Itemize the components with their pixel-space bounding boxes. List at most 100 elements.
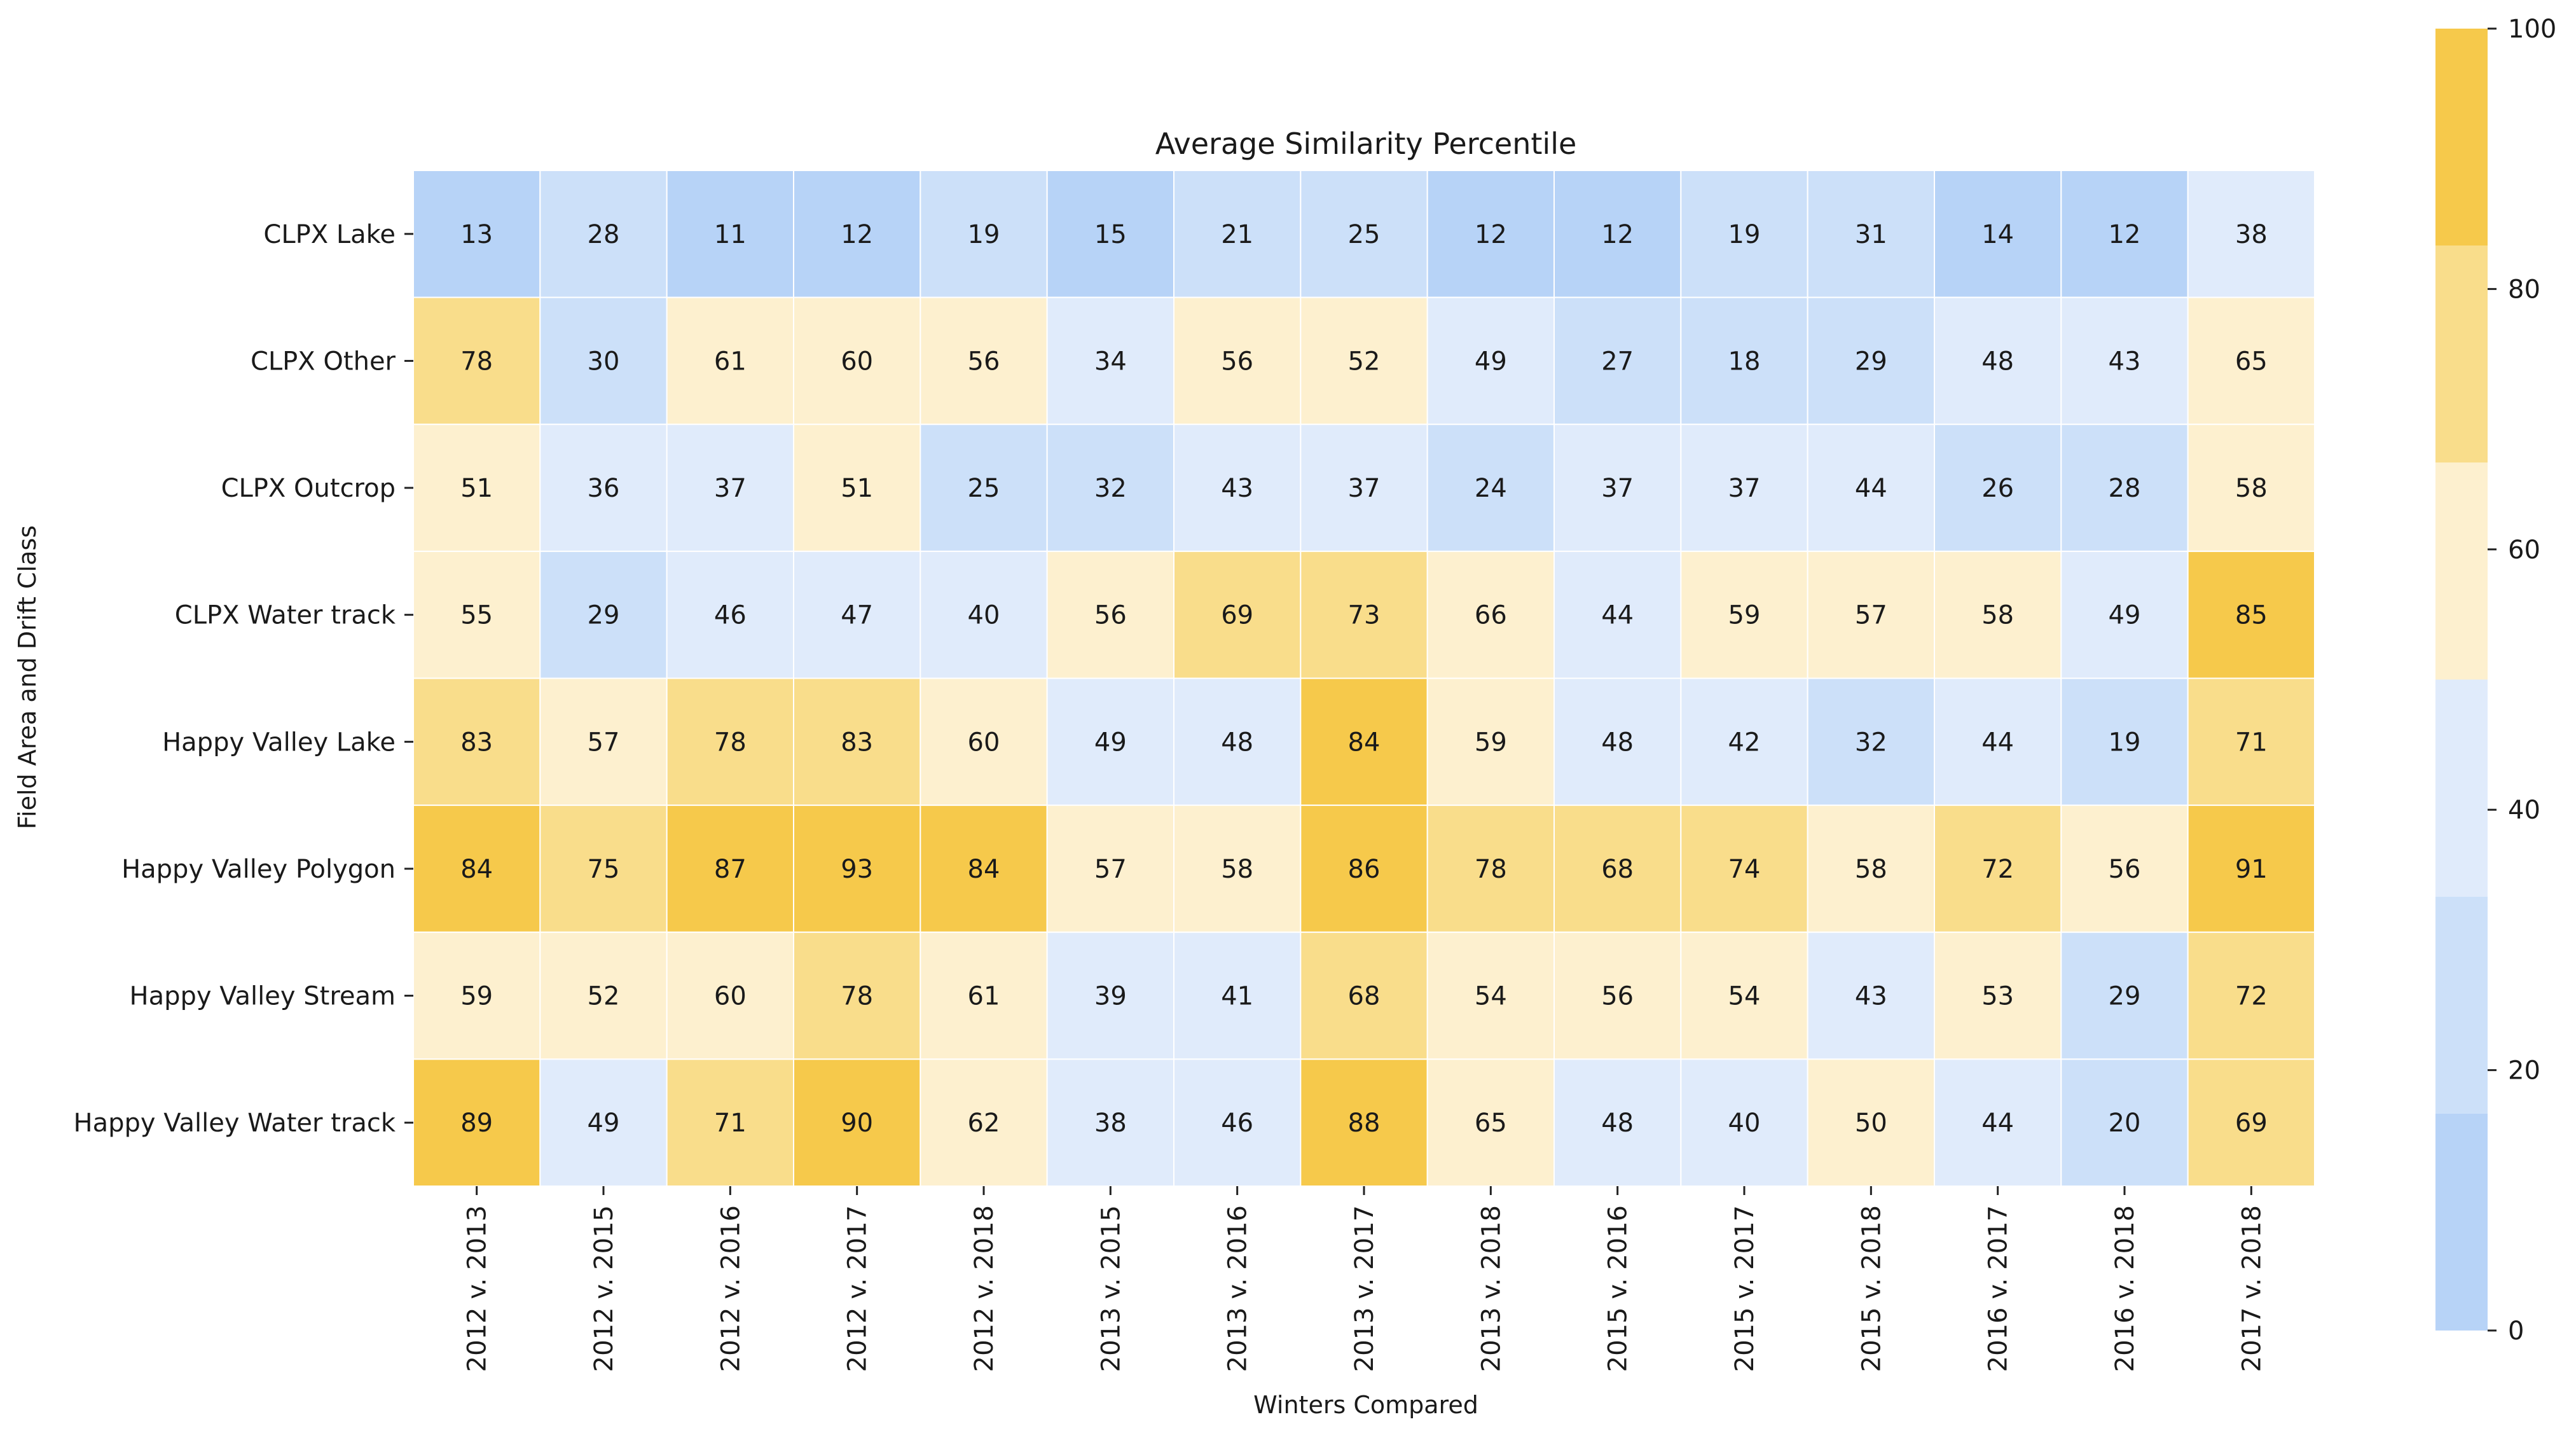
heatmap-cell-value: 42	[1728, 728, 1761, 757]
heatmap-cell	[2060, 1058, 2189, 1187]
heatmap-cell-value: 52	[588, 982, 620, 1011]
heatmap-cell-value: 87	[714, 855, 747, 884]
heatmap-cell	[1680, 1058, 1808, 1187]
heatmap-cell	[413, 1058, 541, 1187]
heatmap-cell-value: 66	[1475, 601, 1507, 630]
heatmap-cell-value: 57	[1855, 601, 1887, 630]
heatmap-cell	[1680, 550, 1808, 679]
heatmap-cell-value: 56	[1094, 601, 1127, 630]
heatmap-cell-value: 34	[1094, 347, 1127, 376]
colorbar-segment	[2435, 1113, 2488, 1331]
heatmap-cell-value: 44	[1981, 728, 2014, 757]
heatmap-cell	[413, 424, 541, 552]
heatmap-cell	[666, 170, 794, 298]
colorbar-tick-label: 100	[2508, 15, 2556, 44]
heatmap-cell-value: 11	[714, 220, 747, 249]
heatmap-cell	[1807, 805, 1936, 933]
heatmap-cell	[920, 550, 1048, 679]
heatmap-cell-value: 21	[1221, 220, 1253, 249]
heatmap-cell-value: 71	[2235, 728, 2268, 757]
heatmap-cell-value: 72	[1981, 855, 2014, 884]
heatmap-cell-value: 24	[1475, 474, 1507, 503]
heatmap-cell	[539, 550, 668, 679]
colorbar-tick-label: 60	[2508, 536, 2540, 565]
x-tick-label: 2012 v. 2015	[589, 1205, 619, 1372]
heatmap-cell	[1807, 170, 1936, 298]
heatmap-cell	[1553, 677, 1682, 806]
colorbar-tick-label: 20	[2508, 1056, 2540, 1086]
x-tick-label: 2013 v. 2018	[1477, 1205, 1506, 1372]
heatmap-cell	[1046, 805, 1174, 933]
heatmap-cell	[1173, 296, 1302, 425]
heatmap-cell-value: 12	[1475, 220, 1507, 249]
heatmap-cell-value: 56	[1601, 982, 1634, 1011]
heatmap-cell	[1807, 550, 1936, 679]
heatmap-cell	[1046, 296, 1174, 425]
heatmap-cell	[1934, 1058, 2062, 1187]
heatmap-cell	[1300, 296, 1428, 425]
heatmap-cell	[793, 296, 921, 425]
heatmap-cell	[1300, 931, 1428, 1060]
y-tick-label: Happy Valley Lake	[162, 728, 396, 757]
heatmap-cell-value: 68	[1601, 855, 1634, 884]
heatmap-cell	[1553, 424, 1682, 552]
heatmap-cell	[1934, 677, 2062, 806]
heatmap-cell-value: 49	[1094, 728, 1127, 757]
heatmap-cell-value: 12	[1601, 220, 1634, 249]
heatmap-cell	[1807, 931, 1936, 1060]
heatmap-cell	[1934, 296, 2062, 425]
heatmap-cell-value: 83	[460, 728, 493, 757]
heatmap-cell	[1934, 170, 2062, 298]
heatmap-cell-value: 83	[841, 728, 873, 757]
x-tick-label: 2012 v. 2013	[463, 1205, 492, 1372]
heatmap-cell-value: 48	[1601, 1109, 1634, 1138]
heatmap-cell-value: 46	[714, 601, 747, 630]
heatmap-cell-value: 74	[1728, 855, 1761, 884]
heatmap-cell-value: 29	[2109, 982, 2141, 1011]
heatmap-cell-value: 41	[1221, 982, 1253, 1011]
heatmap-cell	[1173, 805, 1302, 933]
heatmap-cell-value: 53	[1981, 982, 2014, 1011]
heatmap-cell	[1300, 170, 1428, 298]
heatmap-cell-value: 78	[1475, 855, 1507, 884]
heatmap-cell-value: 48	[1981, 347, 2014, 376]
heatmap-cell-value: 51	[460, 474, 493, 503]
heatmap-cell-value: 59	[460, 982, 493, 1011]
heatmap-cell-value: 85	[2235, 601, 2268, 630]
x-axis: 2012 v. 2013 2012 v. 2015 2012 v. 2016 2012…	[463, 1186, 2266, 1372]
y-axis: CLPX Lake CLPX Other CLPX Outcrop CLPX Wate…	[73, 220, 413, 1138]
x-tick-label: 2012 v. 2016	[716, 1205, 745, 1372]
x-tick-label: 2012 v. 2017	[843, 1205, 872, 1372]
colorbar-segment	[2435, 29, 2488, 246]
heatmap-cell	[2060, 677, 2189, 806]
heatmap-cell-value: 69	[2235, 1109, 2268, 1138]
heatmap-cell	[1173, 931, 1302, 1060]
x-axis-title: Winters Compared	[1253, 1391, 1478, 1419]
heatmap-cell-value: 37	[1601, 474, 1634, 503]
heatmap-cell	[666, 550, 794, 679]
heatmap-cell-value: 29	[588, 601, 620, 630]
heatmap-cell-value: 28	[2109, 474, 2141, 503]
heatmap-cell-value: 19	[1728, 220, 1761, 249]
heatmap-cell-value: 51	[841, 474, 873, 503]
heatmap-cell-value: 12	[841, 220, 873, 249]
heatmap-cell	[539, 931, 668, 1060]
heatmap-cell-value: 71	[714, 1109, 747, 1138]
heatmap-cell-value: 59	[1475, 728, 1507, 757]
heatmap-cell-value: 84	[460, 855, 493, 884]
heatmap-cell	[1934, 805, 2062, 933]
heatmap-cell	[1046, 1058, 1174, 1187]
heatmap-cell-value: 60	[968, 728, 1000, 757]
heatmap-cell	[1426, 424, 1555, 552]
heatmap-cell	[666, 805, 794, 933]
heatmap-cell	[1173, 424, 1302, 552]
heatmap-cell	[1173, 677, 1302, 806]
x-tick-label: 2016 v. 2017	[1984, 1205, 2013, 1372]
heatmap-cell-value: 61	[714, 347, 747, 376]
y-tick-label: CLPX Water track	[175, 601, 396, 630]
heatmap-cell-value: 49	[1475, 347, 1507, 376]
heatmap-cell-value: 50	[1855, 1109, 1887, 1138]
heatmap-cell-value: 29	[1855, 347, 1887, 376]
y-tick-label: Happy Valley Water track	[73, 1109, 396, 1138]
heatmap-cell-value: 31	[1855, 220, 1887, 249]
